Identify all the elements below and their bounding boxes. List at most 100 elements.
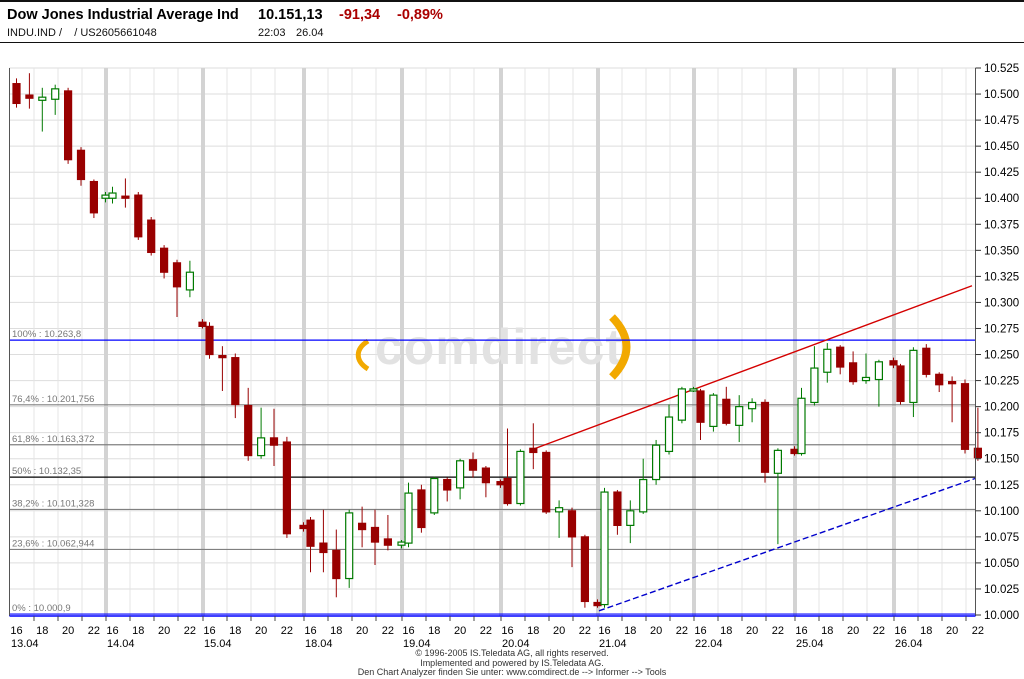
hour-tick-label: 20 <box>62 625 74 637</box>
hour-tick-label: 22 <box>676 625 688 637</box>
candle <box>909 347 918 418</box>
fib-label: 0% : 10.000,9 <box>12 603 71 614</box>
candle <box>651 439 661 485</box>
price-tick-label: 10.050 <box>984 558 1019 570</box>
hour-tick-label: 16 <box>795 625 807 637</box>
hour-tick-label: 20 <box>847 625 859 637</box>
price-tick-label: 10.250 <box>984 350 1019 362</box>
hour-tick-label: 20 <box>553 625 565 637</box>
hour-tick-label: 22 <box>772 625 784 637</box>
fib-label: 23,6% : 10.062,944 <box>12 538 94 549</box>
price-tick-label: 10.500 <box>984 89 1019 101</box>
date-tick-label: 14.04 <box>107 638 135 650</box>
candle <box>554 500 564 538</box>
candle <box>735 395 744 443</box>
price-tick-label: 10.025 <box>984 584 1019 596</box>
fibonacci-levels: 100% : 10.263,8 76,4% : 10.201,756 61,8% :… <box>9 329 976 615</box>
candle <box>456 458 465 500</box>
price-tick-label: 10.200 <box>984 402 1019 414</box>
candle <box>529 423 538 470</box>
price-axis: 10.525 10.500 10.475 10.450 10.425 10.400 10.3… <box>975 63 1019 622</box>
price-tick-label: 10.000 <box>984 610 1019 622</box>
price-tick-label: 10.525 <box>984 63 1019 75</box>
price-tick-label: 10.175 <box>984 428 1019 440</box>
price-tick-label: 10.300 <box>984 297 1019 309</box>
candle <box>345 509 354 588</box>
quote-header: Dow Jones Industrial Average Ind 10.151,… <box>0 0 1024 43</box>
powered-by-line: Implemented and powered by IS.Teledata A… <box>420 657 604 668</box>
hour-tick-label: 22 <box>281 625 293 637</box>
candle <box>773 448 783 545</box>
candle <box>63 87 73 164</box>
hour-tick-label: 18 <box>36 625 48 637</box>
candle <box>269 408 279 467</box>
candle <box>121 178 130 208</box>
candle <box>160 245 169 279</box>
hour-tick-label: 22 <box>382 625 394 637</box>
candle <box>760 399 770 483</box>
candle <box>134 191 143 240</box>
candle <box>38 87 47 132</box>
hour-tick-label: 16 <box>501 625 513 637</box>
support-trendline <box>598 477 976 612</box>
hour-tick-label: 18 <box>720 625 732 637</box>
candle <box>503 428 512 506</box>
candle <box>874 359 884 407</box>
hour-tick-label: 16 <box>10 625 22 637</box>
price-tick-label: 10.425 <box>984 167 1019 179</box>
candles <box>12 73 983 608</box>
candle <box>481 466 490 498</box>
candle <box>76 147 86 186</box>
quote-time: 22:03 <box>258 27 286 39</box>
candle <box>443 477 452 502</box>
date-tick-label: 20.04 <box>502 638 530 650</box>
date-tick-label: 22.04 <box>695 638 723 650</box>
candle <box>218 346 227 391</box>
price-tick-label: 10.325 <box>984 271 1019 283</box>
candle <box>664 404 674 455</box>
hour-tick-label: 16 <box>402 625 414 637</box>
price-tick-label: 10.450 <box>984 141 1019 153</box>
candle <box>896 363 905 405</box>
candle <box>417 484 426 533</box>
date-tick-label: 18.04 <box>305 638 333 650</box>
fib-label: 50% : 10.132,35 <box>12 466 81 477</box>
price-tick-label: 10.475 <box>984 115 1019 127</box>
candle <box>370 509 380 565</box>
price-tick-label: 10.400 <box>984 193 1019 205</box>
candle <box>889 357 898 369</box>
last-price: 10.151,13 <box>258 7 323 23</box>
candle <box>198 319 207 329</box>
candle <box>231 353 240 419</box>
price-tick-label: 10.100 <box>984 506 1019 518</box>
candle <box>709 393 718 432</box>
hour-tick-label: 20 <box>158 625 170 637</box>
hour-tick-label: 16 <box>894 625 906 637</box>
candle <box>185 260 194 298</box>
candle <box>542 450 551 514</box>
candle <box>567 507 577 568</box>
quote-date: 26.04 <box>296 27 324 39</box>
hour-tick-label: 18 <box>920 625 932 637</box>
candle <box>257 407 266 459</box>
hour-tick-label: 16 <box>598 625 610 637</box>
price-tick-label: 10.125 <box>984 480 1019 492</box>
candle <box>747 398 757 423</box>
candle <box>689 386 698 393</box>
hour-tick-label: 20 <box>255 625 267 637</box>
date-tick-label: 15.04 <box>204 638 232 650</box>
hour-tick-label: 16 <box>203 625 215 637</box>
price-tick-label: 10.150 <box>984 454 1019 466</box>
candle <box>108 186 117 204</box>
symbol-isin-line: INDU.IND / / US2605661048 <box>7 27 157 39</box>
hour-tick-label: 20 <box>650 625 662 637</box>
candle <box>613 489 622 535</box>
candle <box>306 517 315 573</box>
candle <box>922 344 931 378</box>
candle <box>973 407 983 461</box>
candle <box>639 458 648 514</box>
candle <box>797 387 806 456</box>
candle <box>172 259 182 318</box>
